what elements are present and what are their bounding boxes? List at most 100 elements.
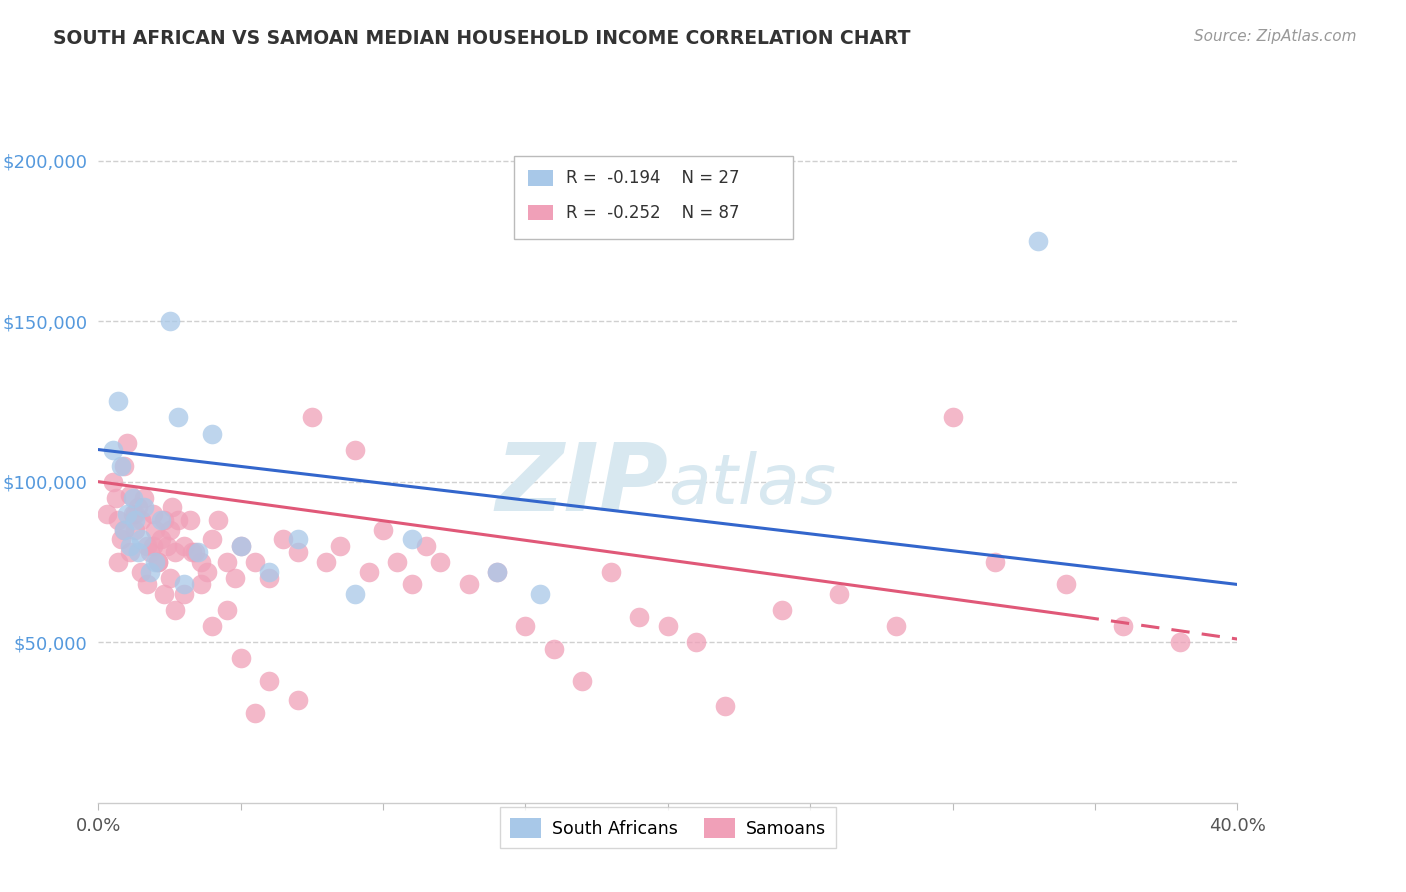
Point [315, 555, 337, 569]
Point [457, 577, 479, 591]
Point [107, 394, 129, 409]
Point [110, 533, 132, 547]
Point [167, 410, 190, 425]
Point [150, 533, 173, 547]
Point [187, 545, 209, 559]
Point [387, 555, 409, 569]
Point [259, 571, 281, 585]
Point [429, 555, 451, 569]
Point [112, 523, 135, 537]
Point [486, 565, 509, 579]
Point [124, 507, 146, 521]
Point [229, 539, 252, 553]
Point [828, 587, 851, 601]
Point [543, 641, 565, 656]
Text: R =  -0.194    N = 27: R = -0.194 N = 27 [567, 169, 740, 186]
Point [984, 555, 1007, 569]
Point [1170, 635, 1192, 649]
Point [515, 619, 537, 633]
Point [135, 539, 157, 553]
Point [165, 545, 187, 559]
Point [287, 545, 309, 559]
Point [1056, 577, 1078, 591]
Point [156, 539, 179, 553]
Point [173, 539, 195, 553]
Point [118, 545, 141, 559]
Point [107, 555, 129, 569]
Point [150, 513, 173, 527]
Point [112, 458, 135, 473]
Point [115, 507, 138, 521]
Point [138, 545, 160, 559]
Point [215, 603, 238, 617]
Point [115, 436, 138, 450]
Point [135, 577, 157, 591]
Point [173, 587, 195, 601]
Point [229, 539, 252, 553]
Point [118, 487, 141, 501]
Point [229, 651, 252, 665]
Point [415, 539, 437, 553]
Point [942, 410, 965, 425]
Point [132, 491, 155, 505]
Point [486, 565, 509, 579]
Point [215, 555, 238, 569]
Point [129, 533, 152, 547]
Point [104, 491, 127, 505]
Point [273, 533, 295, 547]
Point [124, 523, 146, 537]
Point [529, 587, 551, 601]
Point [301, 410, 323, 425]
Point [373, 523, 395, 537]
Point [401, 533, 423, 547]
Point [127, 500, 149, 515]
Point [195, 565, 218, 579]
Point [159, 571, 181, 585]
Text: Source: ZipAtlas.com: Source: ZipAtlas.com [1194, 29, 1357, 44]
Point [259, 673, 281, 688]
Point [121, 507, 143, 521]
Point [129, 513, 152, 527]
Point [401, 577, 423, 591]
Legend: South Africans, Samoans: South Africans, Samoans [499, 807, 837, 848]
Point [165, 603, 187, 617]
Point [184, 545, 207, 559]
Point [148, 555, 170, 569]
Point [259, 565, 281, 579]
Point [201, 619, 224, 633]
Point [287, 533, 309, 547]
Point [190, 577, 212, 591]
Point [129, 565, 152, 579]
Text: atlas: atlas [668, 451, 835, 518]
Point [343, 442, 366, 457]
Point [118, 539, 141, 553]
FancyBboxPatch shape [527, 204, 553, 220]
Point [173, 577, 195, 591]
Point [124, 513, 146, 527]
Point [127, 545, 149, 559]
Point [159, 314, 181, 328]
Point [770, 603, 793, 617]
Point [190, 555, 212, 569]
Text: ZIP: ZIP [495, 439, 668, 531]
Point [287, 693, 309, 707]
Text: SOUTH AFRICAN VS SAMOAN MEDIAN HOUSEHOLD INCOME CORRELATION CHART: SOUTH AFRICAN VS SAMOAN MEDIAN HOUSEHOLD… [53, 29, 911, 47]
Text: R =  -0.252    N = 87: R = -0.252 N = 87 [567, 203, 740, 221]
Point [243, 706, 266, 720]
Point [224, 571, 246, 585]
Point [201, 533, 224, 547]
FancyBboxPatch shape [527, 169, 553, 186]
Point [96, 507, 118, 521]
Point [167, 513, 190, 527]
Point [357, 565, 380, 579]
Point [600, 565, 623, 579]
Point [107, 513, 129, 527]
Point [145, 523, 167, 537]
Point [714, 699, 737, 714]
Point [141, 507, 163, 521]
Point [1112, 619, 1135, 633]
Point [628, 609, 651, 624]
Point [162, 500, 184, 515]
Point [112, 523, 135, 537]
Point [101, 442, 124, 457]
